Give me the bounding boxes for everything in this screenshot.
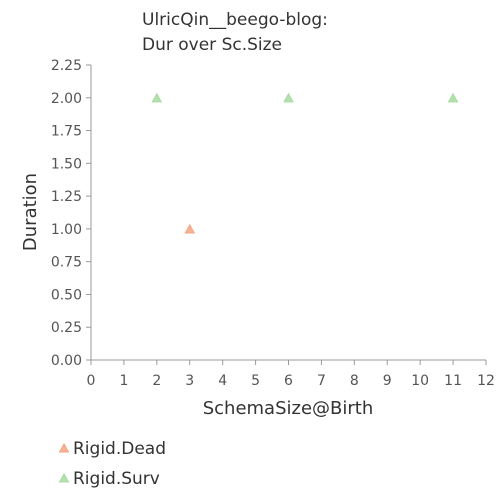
data-point-rigid-dead — [184, 223, 196, 234]
x-tick-label: 8 — [350, 373, 359, 389]
legend: Rigid.Dead Rigid.Surv — [58, 439, 166, 489]
x-tick-label: 0 — [87, 373, 96, 389]
legend-marker-rigid-dead — [58, 442, 70, 453]
chart-title-line-1: UlricQin__beego-blog: — [142, 10, 328, 30]
y-axis-label: Duration — [20, 173, 41, 251]
legend-marker-rigid-surv — [58, 472, 70, 483]
y-tick-label: 0.50 — [51, 287, 82, 303]
legend-label-rigid-surv: Rigid.Surv — [73, 469, 160, 489]
x-tick-label: 2 — [152, 373, 161, 389]
y-tick-label: 0.75 — [51, 255, 82, 271]
x-tick-label: 7 — [317, 373, 326, 389]
x-tick-label: 5 — [251, 373, 260, 389]
y-tick-label: 0.00 — [51, 353, 82, 369]
x-axis-label: SchemaSize@Birth — [203, 398, 374, 419]
y-tick-label: 1.75 — [51, 124, 82, 140]
x-ticks: 0 1 2 3 4 5 6 7 8 9 10 11 12 — [87, 360, 495, 389]
axes: 0.00 0.25 0.50 0.75 1.00 1.25 1.50 1.75 2.00 2.25… — [51, 58, 495, 389]
y-tick-label: 1.25 — [51, 189, 82, 205]
x-tick-label: 9 — [383, 373, 392, 389]
x-tick-label: 12 — [477, 373, 495, 389]
x-tick-label: 4 — [218, 373, 227, 389]
x-tick-label: 1 — [119, 373, 128, 389]
chart-title-line-2: Dur over Sc.Size — [142, 35, 282, 55]
data-points — [151, 92, 459, 234]
data-point-rigid-surv — [447, 92, 459, 103]
y-tick-label: 2.25 — [51, 58, 82, 74]
y-tick-label: 2.00 — [51, 91, 82, 107]
legend-label-rigid-dead: Rigid.Dead — [73, 439, 166, 459]
data-point-rigid-surv — [151, 92, 163, 103]
data-point-rigid-surv — [283, 92, 294, 103]
y-tick-label: 0.25 — [51, 320, 82, 336]
x-tick-label: 11 — [444, 373, 462, 389]
x-tick-label: 3 — [185, 373, 194, 389]
y-tick-label: 1.50 — [51, 156, 82, 172]
y-ticks: 0.00 0.25 0.50 0.75 1.00 1.25 1.50 1.75 2.00 2.25 — [51, 58, 91, 369]
y-tick-label: 1.00 — [51, 222, 82, 238]
x-tick-label: 10 — [411, 373, 429, 389]
x-tick-label: 6 — [284, 373, 293, 389]
